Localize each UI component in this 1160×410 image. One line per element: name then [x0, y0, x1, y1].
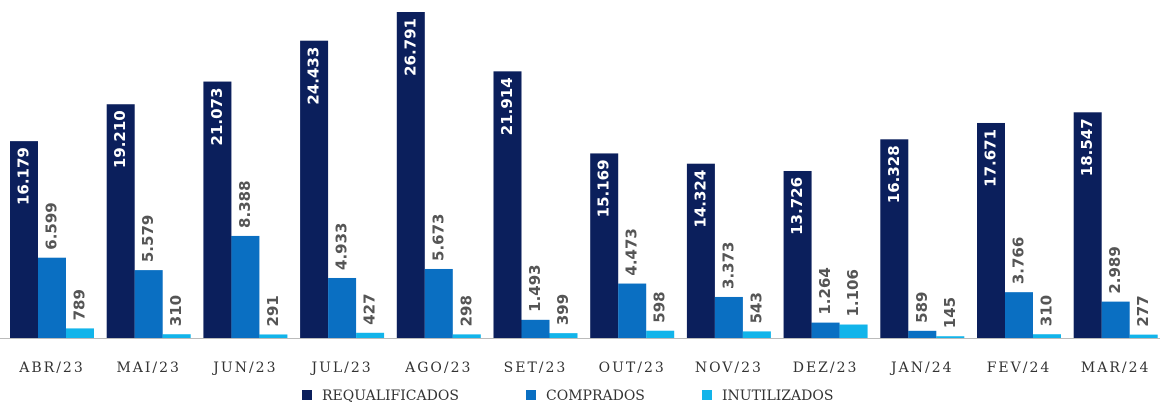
- bar: [38, 257, 66, 338]
- bar: [742, 331, 771, 338]
- data-label: 2.989: [1106, 246, 1124, 293]
- legend-label: INUTILIZADOS: [722, 388, 833, 404]
- x-tick-label: MAR/24: [1081, 360, 1151, 376]
- data-label: 14.324: [691, 170, 709, 228]
- bar: [106, 104, 135, 338]
- data-label: 1.493: [526, 264, 544, 311]
- data-label: 399: [554, 294, 572, 325]
- bar: [646, 330, 675, 338]
- data-label: 4.473: [623, 228, 641, 275]
- x-tick-label: JUL/23: [309, 360, 372, 376]
- data-label: 291: [264, 295, 282, 326]
- bar: [203, 81, 232, 339]
- bar: [549, 333, 578, 338]
- bar: [977, 122, 1005, 338]
- data-label: 543: [747, 292, 765, 323]
- bar: [66, 328, 94, 338]
- data-label: 145: [941, 297, 959, 328]
- data-label: 16.179: [15, 147, 33, 205]
- bar: [1101, 301, 1130, 338]
- legend-label: COMPRADOS: [546, 388, 645, 404]
- legend-label: REQUALIFICADOS: [322, 388, 459, 404]
- data-label: 310: [167, 295, 185, 326]
- data-label: 18.547: [1078, 118, 1096, 176]
- bar: [590, 153, 619, 338]
- data-label: 5.579: [139, 215, 157, 262]
- data-label: 19.210: [111, 110, 129, 168]
- bar: [300, 40, 329, 338]
- data-label: 16.328: [885, 145, 903, 203]
- data-label: 13.726: [788, 177, 806, 235]
- bar: [452, 334, 481, 338]
- data-label: 24.433: [305, 47, 323, 105]
- bar: [936, 336, 965, 338]
- x-tick-label: NOV/23: [695, 360, 763, 376]
- bar: [424, 268, 453, 338]
- bar: [396, 12, 425, 338]
- bar: [521, 319, 550, 338]
- data-label: 26.791: [401, 18, 419, 76]
- bar: [811, 322, 840, 338]
- data-label: 310: [1038, 295, 1056, 326]
- data-label: 8.388: [236, 180, 254, 227]
- x-tick-label: AGO/23: [404, 360, 472, 376]
- bar: [10, 141, 38, 338]
- bar: [839, 324, 868, 338]
- data-label: 15.169: [595, 159, 613, 217]
- data-label: 1.264: [816, 267, 834, 314]
- data-label: 5.673: [429, 214, 447, 261]
- x-tick-label: JUN/23: [211, 360, 277, 376]
- bar: [493, 71, 522, 338]
- bar: [162, 334, 191, 338]
- legend-swatch: [302, 390, 312, 400]
- data-label: 21.914: [498, 77, 516, 135]
- data-label: 598: [651, 291, 669, 322]
- data-label: 589: [913, 292, 931, 323]
- bar: [880, 139, 909, 338]
- data-label: 21.073: [208, 88, 226, 146]
- bar: [686, 163, 715, 338]
- data-label: 789: [71, 289, 89, 320]
- data-label: 3.373: [719, 242, 737, 289]
- x-tick-label: MAI/23: [116, 360, 181, 376]
- bar: [1033, 334, 1061, 338]
- bar: [356, 332, 385, 338]
- bar: [618, 283, 647, 338]
- x-tick-label: DEZ/23: [793, 360, 859, 376]
- bar: [1129, 334, 1158, 338]
- legend-swatch: [702, 390, 712, 400]
- bar: [328, 277, 357, 338]
- data-label: 3.766: [1010, 237, 1028, 284]
- data-label: 6.599: [43, 202, 61, 249]
- x-tick-label: JAN/24: [889, 360, 954, 376]
- bar: [1073, 112, 1102, 338]
- data-label: 298: [457, 295, 475, 326]
- data-label: 17.671: [982, 129, 1000, 187]
- bar: [908, 330, 937, 338]
- bar: [783, 170, 812, 338]
- x-tick-label: FEV/24: [987, 360, 1052, 376]
- bar: [134, 270, 163, 338]
- bar: [1005, 292, 1033, 338]
- bar: [259, 334, 288, 338]
- x-tick-label: ABR/23: [18, 360, 84, 376]
- data-label: 277: [1134, 295, 1152, 326]
- data-label: 4.933: [333, 223, 351, 270]
- bar: [231, 235, 260, 338]
- legend-swatch: [526, 390, 536, 400]
- bar: [714, 296, 743, 338]
- x-tick-label: OUT/23: [599, 360, 666, 376]
- x-tick-label: SET/23: [504, 360, 568, 376]
- data-label: 1.106: [844, 269, 862, 316]
- data-label: 427: [361, 293, 379, 324]
